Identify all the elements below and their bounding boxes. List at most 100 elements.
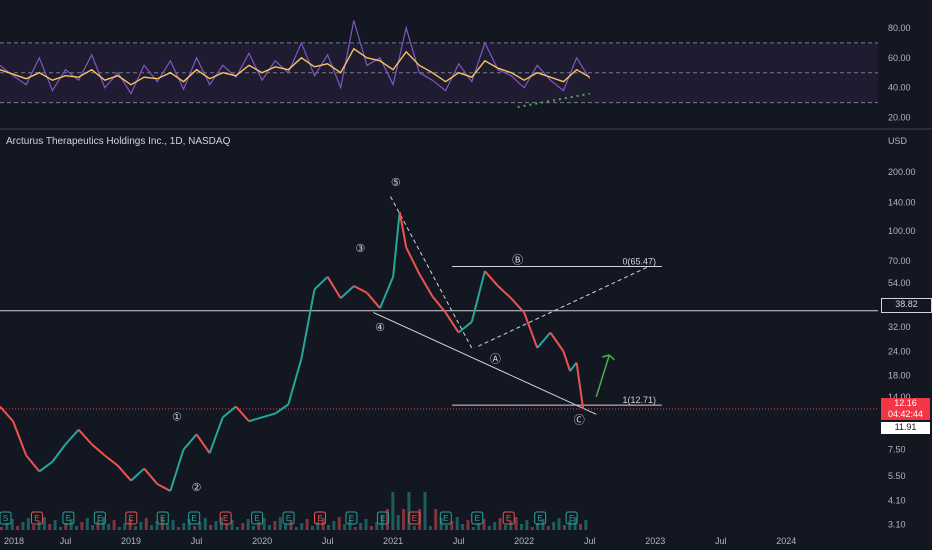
event-marker-box — [502, 511, 515, 525]
event-marker-label: E — [192, 514, 197, 523]
price-segment — [208, 416, 224, 454]
price-tick: 18.00 — [888, 371, 911, 381]
price-segment — [470, 270, 486, 323]
volume-bar — [21, 522, 25, 530]
event-marker: E — [439, 511, 452, 525]
volume-bar — [251, 526, 255, 530]
price-segment — [562, 351, 571, 372]
price-tick: 200.00 — [888, 167, 916, 177]
volume-bar — [584, 520, 588, 530]
volume-bar — [58, 527, 62, 530]
volume-bar — [85, 518, 89, 530]
wave-label: ④ — [375, 322, 385, 334]
volume-bar — [369, 526, 373, 530]
price-segment — [248, 416, 263, 423]
oscillator-tick: 80.00 — [888, 23, 911, 33]
volume-bar — [380, 515, 384, 530]
oscillator-panel[interactable]: 80.00 60.00 40.00 20.00 — [0, 0, 932, 130]
volume-bar — [155, 521, 159, 530]
price-segment — [261, 412, 276, 419]
time-tick: 2019 — [121, 536, 141, 546]
volume-bar — [64, 523, 68, 530]
volume-bar — [482, 519, 486, 530]
price-segment — [313, 276, 329, 291]
price-segment — [418, 273, 434, 297]
volume-bar — [450, 521, 454, 530]
time-tick: Jul — [322, 536, 334, 546]
price-tick: 3.10 — [888, 519, 906, 529]
fib-level-label: 1(12.71) — [622, 395, 656, 405]
time-tick: 2020 — [252, 536, 272, 546]
price-segment — [340, 285, 355, 299]
volume-bar — [455, 517, 459, 530]
volume-bar — [396, 515, 400, 530]
volume-bar — [536, 523, 540, 530]
event-marker-label: E — [34, 514, 39, 523]
time-tick: Jul — [60, 536, 72, 546]
time-tick: 2024 — [776, 536, 796, 546]
volume-bar — [209, 525, 213, 530]
volume-bar — [402, 509, 406, 530]
event-marker-box — [282, 511, 295, 525]
symbol-title: Arcturus Therapeutics Holdings Inc., 1D,… — [6, 136, 231, 147]
event-marker-label: E — [443, 514, 448, 523]
projection-trendline — [478, 266, 649, 347]
event-marker-label: E — [286, 514, 291, 523]
price-segment — [431, 295, 447, 314]
volume-bar — [5, 523, 9, 530]
volume-bar — [412, 526, 416, 530]
wave-trendline — [390, 196, 473, 349]
price-segment — [484, 270, 499, 287]
price-segment — [77, 429, 93, 445]
price-segment — [195, 433, 211, 454]
volume-bar — [166, 524, 170, 530]
event-marker: E — [376, 511, 389, 525]
volume-bar — [407, 492, 411, 530]
price-axis-unit: USD — [888, 136, 908, 146]
oscillator-rsi-line — [0, 20, 591, 95]
event-marker-label: E — [66, 514, 71, 523]
event-marker-box — [62, 511, 75, 525]
oscillator-tick: 40.00 — [888, 83, 911, 93]
volume-bar — [348, 520, 352, 530]
volume-bar — [171, 520, 175, 530]
event-marker-label: E — [475, 514, 480, 523]
volume-bar — [278, 517, 282, 530]
event-marker-box — [125, 511, 138, 525]
volume-bar — [235, 527, 239, 530]
volume-bar — [134, 526, 138, 530]
price-segment — [536, 331, 552, 349]
event-marker-label: E — [317, 514, 322, 523]
price-tick: 24.00 — [888, 346, 911, 356]
event-marker-box — [565, 511, 578, 525]
volume-bar — [498, 518, 502, 530]
price-segment — [222, 405, 237, 419]
event-marker-label: S — [3, 514, 8, 523]
event-marker-box — [534, 511, 547, 525]
price-segment — [444, 311, 460, 334]
volume-bar — [300, 523, 304, 530]
volume-bar — [80, 522, 84, 530]
volume-bar — [187, 519, 191, 530]
volume-bar — [37, 521, 41, 530]
low-price-badge: 11.91 — [881, 422, 930, 434]
volume-bar — [353, 527, 357, 530]
price-segment — [353, 285, 368, 294]
event-marker-label: E — [569, 514, 574, 523]
price-tick: 32.00 — [888, 322, 911, 332]
volume-bar — [578, 524, 582, 530]
volume-bar — [192, 526, 196, 530]
event-marker-box — [93, 511, 106, 525]
volume-bar — [364, 519, 368, 530]
volume-bar — [514, 517, 518, 530]
event-marker: S — [0, 511, 12, 525]
price-tick: 7.50 — [888, 445, 906, 455]
event-marker: E — [565, 511, 578, 525]
event-marker: E — [93, 511, 106, 525]
time-tick: Jul — [453, 536, 465, 546]
price-panel[interactable]: 200.00140.00100.0070.0054.0042.0032.0024… — [0, 130, 932, 550]
event-marker-box — [188, 511, 201, 525]
event-marker: E — [30, 511, 43, 525]
price-segment — [12, 420, 28, 456]
